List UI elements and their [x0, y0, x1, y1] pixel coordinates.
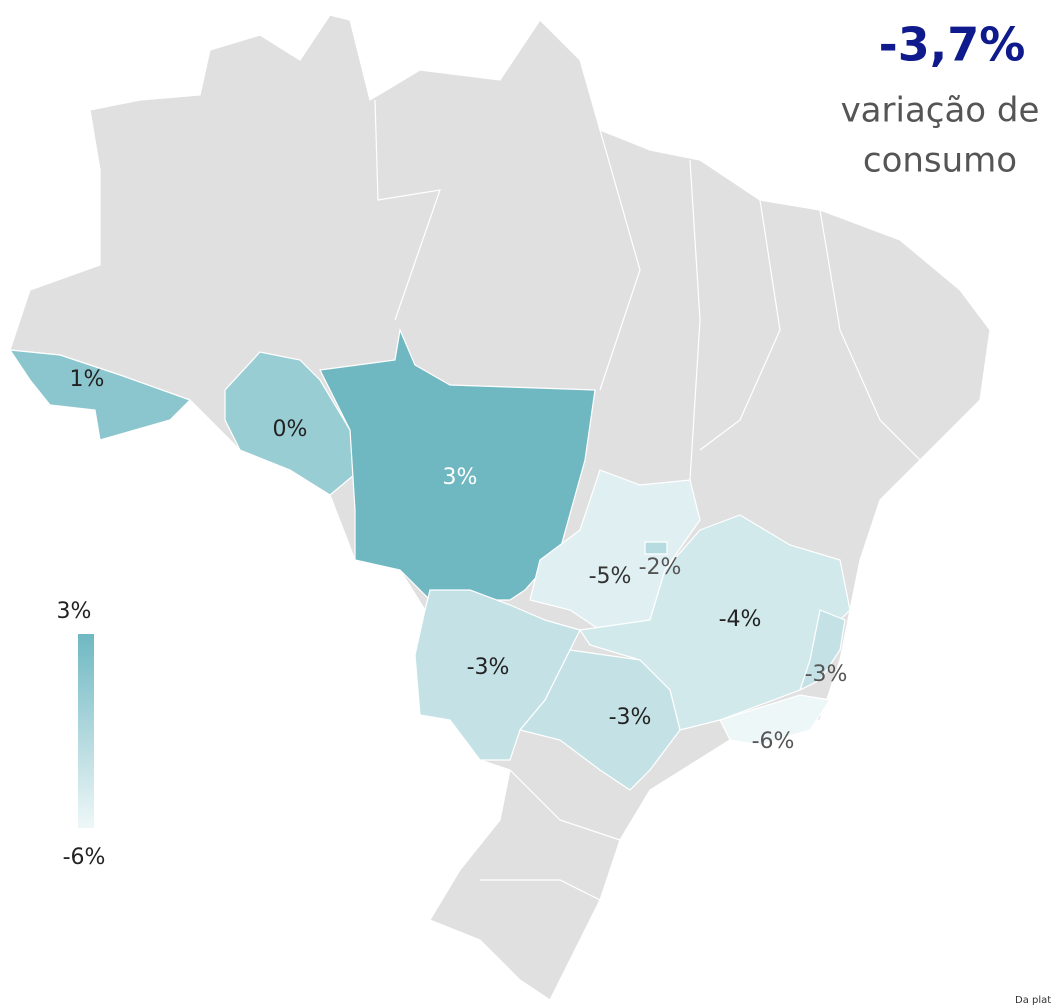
region-label: -3%	[805, 662, 848, 687]
region	[518, 649, 681, 791]
state-borders	[374, 99, 921, 901]
region-label: 3%	[443, 465, 478, 490]
region	[719, 694, 832, 746]
region-label: -6%	[752, 729, 795, 754]
region-label: -3%	[467, 655, 510, 680]
region	[798, 609, 846, 692]
region-label: -3%	[609, 705, 652, 730]
region	[8, 349, 192, 441]
legend-min: -6%	[63, 845, 106, 870]
subtitle: consumo	[863, 141, 1017, 181]
region	[644, 541, 668, 555]
region-label: -4%	[719, 607, 762, 632]
region-label: 0%	[273, 417, 308, 442]
footer: Da plat	[1015, 995, 1051, 1006]
headline: -3,7%	[879, 18, 1026, 72]
legend-max: 3%	[57, 599, 92, 624]
legend-bar	[78, 634, 94, 828]
region-label: 1%	[70, 367, 105, 392]
region	[578, 514, 851, 731]
subtitle: variação de	[841, 91, 1040, 131]
region-label: -2%	[639, 555, 682, 580]
region-label: -5%	[589, 564, 632, 589]
